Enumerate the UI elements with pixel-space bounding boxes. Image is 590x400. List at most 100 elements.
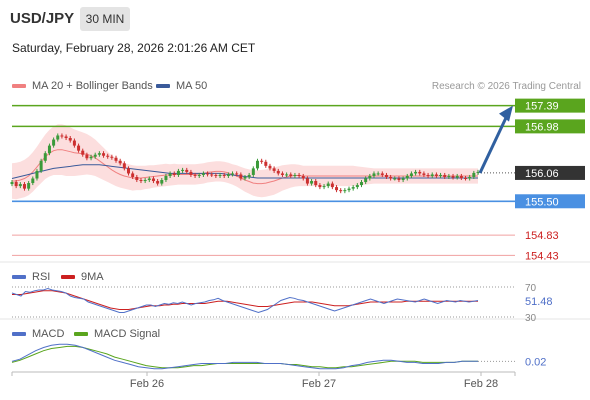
candle-body xyxy=(135,176,139,181)
candle-body xyxy=(418,171,422,174)
candle-body xyxy=(139,180,143,182)
candle-body xyxy=(389,176,393,179)
candle-body xyxy=(27,183,31,189)
candle-body xyxy=(160,180,164,184)
candle-body xyxy=(89,156,93,159)
candle-body xyxy=(464,177,468,179)
rsi-ma-swatch xyxy=(61,275,75,280)
candle-body xyxy=(455,175,459,178)
legend-macd-signal: MACD Signal xyxy=(74,328,160,340)
candle-body xyxy=(127,168,130,174)
candle-body xyxy=(426,174,430,176)
candle-body xyxy=(97,153,101,155)
candle-body xyxy=(397,178,401,181)
candle-body xyxy=(147,178,151,181)
candle-body xyxy=(272,168,276,171)
candle-body xyxy=(85,154,89,159)
candle-body xyxy=(360,182,363,186)
macd-signal-swatch xyxy=(74,332,88,337)
candle-body xyxy=(14,182,18,187)
macd-swatch xyxy=(12,332,26,337)
target-arrow-line xyxy=(478,114,509,174)
candle-body xyxy=(72,140,76,146)
candle-body xyxy=(276,170,280,174)
candle-body xyxy=(443,174,447,177)
time-tick-label: Feb 26 xyxy=(130,378,164,390)
candle-body xyxy=(43,153,47,161)
candle-body xyxy=(368,175,372,179)
rsi-swatch xyxy=(12,275,26,280)
candle-body xyxy=(347,188,351,191)
legend-ma50: MA 50 xyxy=(156,80,207,92)
candle-body xyxy=(355,185,359,188)
candle-body xyxy=(31,178,35,184)
candle-body xyxy=(164,175,168,181)
rsi-current-label: 51.48 xyxy=(525,296,553,308)
candle-body xyxy=(176,170,180,175)
candle-body xyxy=(235,173,239,175)
candle-body xyxy=(434,174,438,176)
timeframe-button[interactable]: 30 MIN xyxy=(80,7,130,31)
candle-body xyxy=(380,173,384,175)
level-badge-157.39 xyxy=(515,98,585,113)
candle-body xyxy=(102,153,106,156)
time-tick-label: Feb 28 xyxy=(464,378,498,390)
candle-body xyxy=(280,173,284,175)
candle-body xyxy=(77,145,81,151)
candle-body xyxy=(384,174,388,177)
candle-body xyxy=(218,174,222,176)
candle-body xyxy=(422,173,426,175)
candle-body xyxy=(106,155,110,157)
candle-body xyxy=(189,171,193,175)
ma20-label: MA 20 + Bollinger Bands xyxy=(32,80,153,92)
candle-body xyxy=(68,138,72,141)
candle-body xyxy=(372,173,376,176)
candle-body xyxy=(476,171,480,173)
candle-body xyxy=(314,181,318,186)
candle-body xyxy=(439,174,443,176)
candle-body xyxy=(39,160,43,171)
candle-body xyxy=(197,174,201,176)
candle-body xyxy=(255,160,259,169)
candle-body xyxy=(168,173,172,176)
candle-body xyxy=(459,175,463,178)
candle-body xyxy=(231,173,235,175)
candle-body xyxy=(22,184,26,189)
candle-body xyxy=(310,181,314,184)
candle-body xyxy=(81,150,85,155)
level-badge-155.50 xyxy=(515,194,585,209)
candle-body xyxy=(243,176,247,179)
candle-body xyxy=(247,174,251,177)
level-label-157.39: 157.39 xyxy=(525,101,559,113)
candle-body xyxy=(151,178,155,182)
candle-body xyxy=(52,139,56,146)
candle-body xyxy=(206,173,210,175)
candle-body xyxy=(239,174,243,179)
candle-body xyxy=(10,182,14,185)
ma50-swatch xyxy=(156,84,170,89)
ma20-swatch xyxy=(12,84,26,89)
candle-body xyxy=(93,154,97,157)
level-label-154.83: 154.83 xyxy=(525,230,559,242)
macd-line xyxy=(11,343,478,370)
research-credit: Research © 2026 Trading Central xyxy=(431,81,581,92)
legend-macd: MACD xyxy=(12,328,64,340)
symbol-title: USD/JPY xyxy=(10,10,75,27)
candle-body xyxy=(318,185,322,188)
chart-header: USD/JPY 30 MIN xyxy=(0,0,590,36)
candle-body xyxy=(201,173,205,175)
candle-body xyxy=(122,163,126,169)
candle-body xyxy=(47,145,51,154)
candle-body xyxy=(260,160,264,162)
candle-body xyxy=(430,174,434,176)
level-badge-156.06 xyxy=(515,165,585,180)
candle-body xyxy=(210,174,214,176)
candle-body xyxy=(409,173,413,176)
level-badge-156.98 xyxy=(515,119,585,134)
candle-body xyxy=(18,184,22,187)
legend-rsi: RSI xyxy=(12,271,50,283)
candle-body xyxy=(172,173,176,175)
candle-body xyxy=(289,174,293,176)
rsi-line xyxy=(11,287,479,314)
